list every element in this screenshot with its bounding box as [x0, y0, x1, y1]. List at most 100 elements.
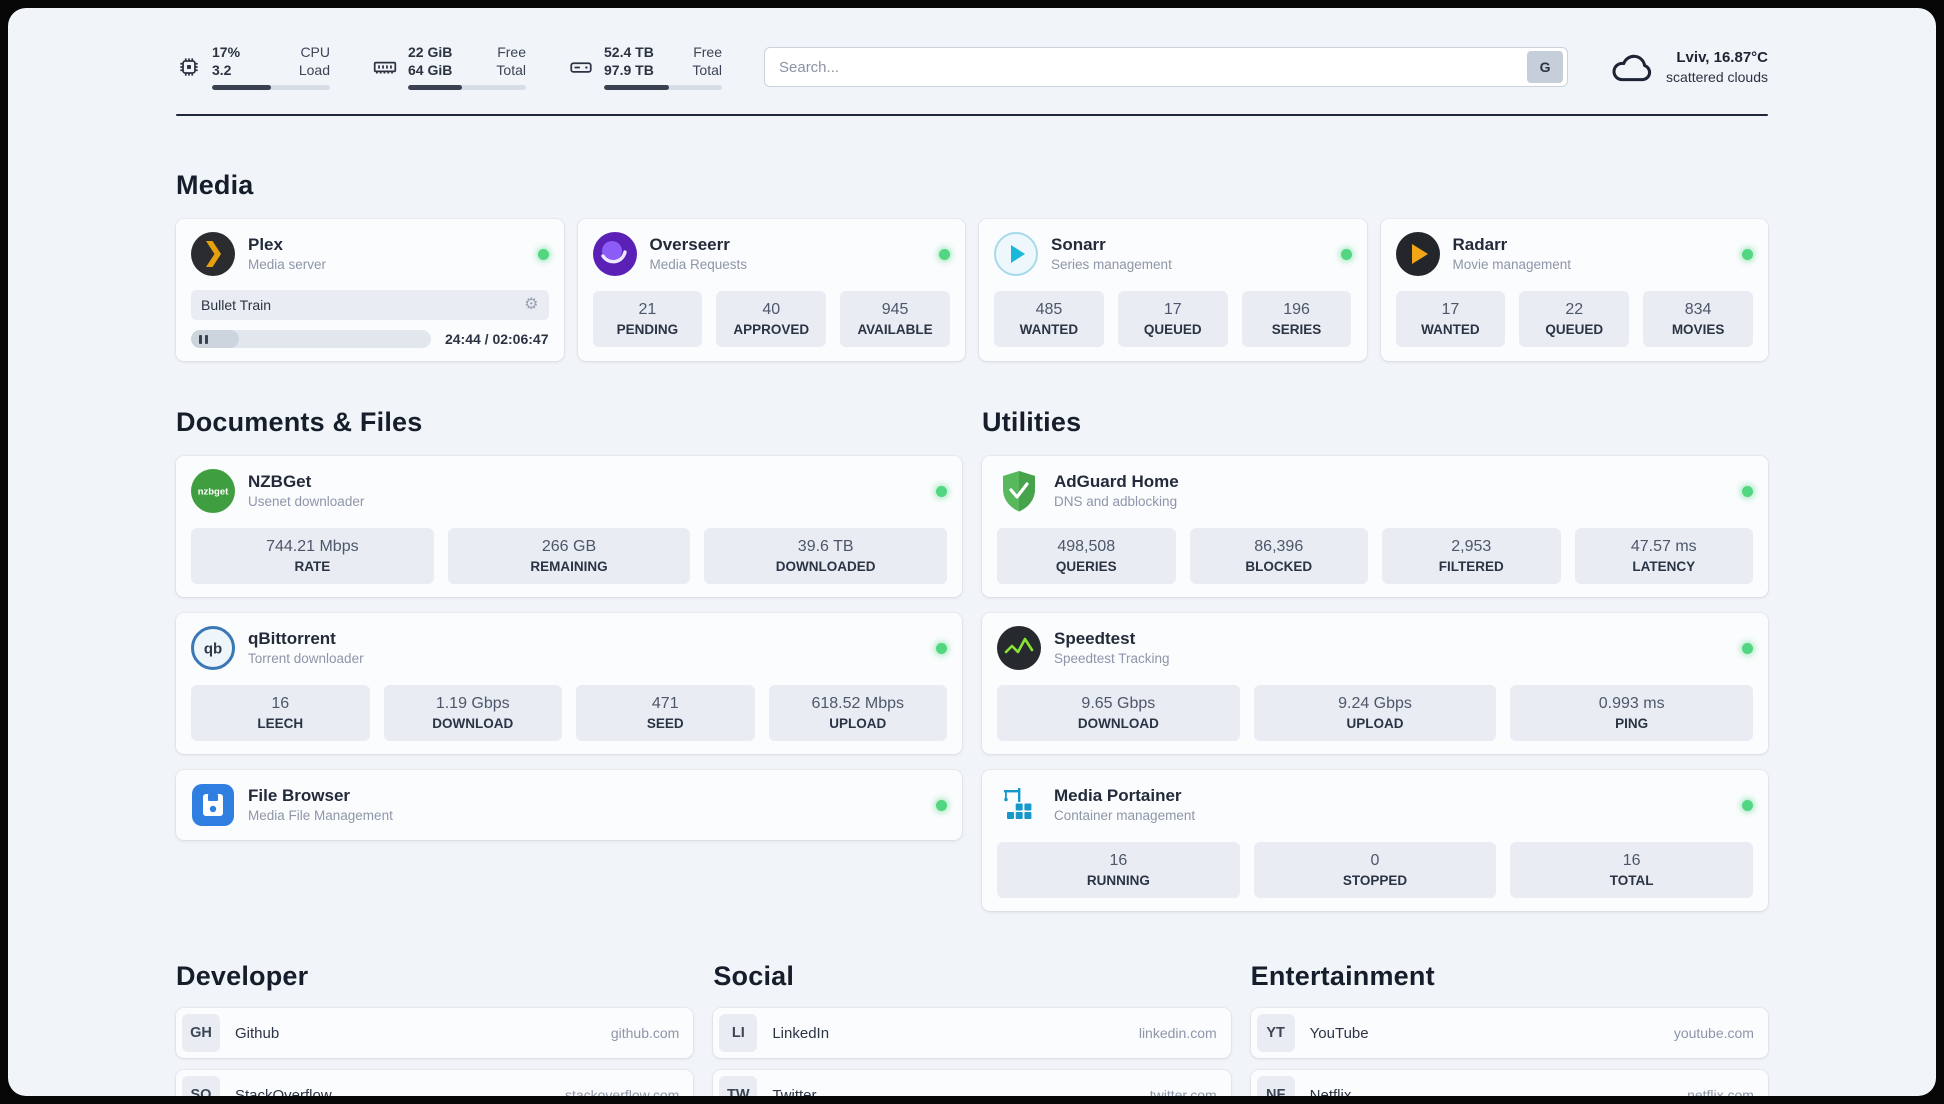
bookmark-name: YouTube [1309, 1024, 1369, 1042]
cloud-icon [1610, 49, 1654, 85]
stat-running: 16 RUNNING [997, 842, 1240, 898]
speedtest-icon [997, 626, 1041, 670]
app-card-portainer[interactable]: Media Portainer Container management 16 … [982, 770, 1768, 911]
bookmark-name: Github [235, 1024, 280, 1042]
playback-progress-track[interactable] [191, 330, 431, 348]
search-bar[interactable]: G [764, 47, 1569, 87]
app-name: Radarr [1452, 235, 1508, 255]
ram-widget: 22 GiB 64 GiB Free Total [372, 44, 526, 90]
app-card-speedtest[interactable]: Speedtest Speedtest Tracking 9.65 Gbps D… [982, 613, 1768, 754]
stat-upload: 9.24 Gbps UPLOAD [1253, 685, 1497, 741]
bookmark-linkedin[interactable]: LI LinkedIn linkedin.com [713, 1008, 1231, 1058]
bookmark-name: StackOverflow [235, 1086, 332, 1097]
weather-condition: scattered clouds [1666, 68, 1768, 85]
app-subtitle: Media server [248, 257, 327, 273]
app-subtitle: Series management [1051, 257, 1172, 273]
stat-download: 1.19 Gbps DOWNLOAD [383, 685, 562, 741]
stat-wanted: 485 WANTED [994, 291, 1104, 347]
bookmark-name: LinkedIn [772, 1024, 830, 1042]
stat-queued: 22 QUEUED [1519, 291, 1630, 347]
app-card-nzbget[interactable]: nzbget NZBGet Usenet downloader 74 [176, 456, 962, 597]
pause-icon [199, 334, 202, 344]
stat-blocked: 86,396 BLOCKED [1189, 528, 1368, 584]
app-card-sonarr[interactable]: Sonarr Series management 485 WANTED 17 Q… [979, 219, 1367, 361]
stat-leech: 16 LEECH [191, 685, 370, 741]
bookmark-name: Netflix [1309, 1086, 1352, 1097]
stat-movies: 834 MOVIES [1643, 291, 1753, 347]
app-card-filebrowser[interactable]: File Browser Media File Management [176, 770, 962, 840]
stat-upload: 618.52 Mbps UPLOAD [768, 685, 947, 741]
nzbget-icon: nzbget [191, 469, 235, 513]
cpu-progress-bar [212, 85, 330, 90]
app-name: Media Portainer [1054, 786, 1182, 806]
app-subtitle: Container management [1054, 808, 1196, 824]
bookmark-name: Twitter [772, 1086, 817, 1097]
now-playing-bar[interactable]: Bullet Train ⚙ [191, 290, 549, 320]
qbittorrent-icon: qb [191, 626, 235, 670]
app-card-overseerr[interactable]: Overseerr Media Requests 21 PENDING 40 A… [577, 219, 965, 361]
app-card-adguard[interactable]: AdGuard Home DNS and adblocking 498,508 … [982, 456, 1768, 597]
utilities-column: Utilities [982, 407, 1768, 911]
bookmark-url: stackoverflow.com [564, 1087, 680, 1096]
bookmark-youtube[interactable]: YT YouTube youtube.com [1250, 1008, 1768, 1058]
app-subtitle: Media Requests [649, 257, 748, 273]
playback-time: 24:44 / 02:06:47 [444, 331, 549, 347]
stat-series: 196 SERIES [1241, 291, 1352, 347]
app-subtitle: Speedtest Tracking [1054, 651, 1170, 667]
weather-widget: Lviv, 16.87°C scattered clouds [1610, 48, 1768, 86]
bookmark-stackoverflow[interactable]: SO StackOverflow stackoverflow.com [176, 1070, 694, 1097]
bookmark-abbr: TW [719, 1076, 758, 1096]
app-card-plex[interactable]: Plex Media server Bullet Train ⚙ [176, 219, 564, 361]
app-name: Speedtest [1054, 629, 1136, 649]
app-card-qbittorrent[interactable]: qb qBittorrent Torrent downloader [176, 613, 962, 754]
app-subtitle: Usenet downloader [248, 494, 365, 510]
entertainment-bookmarks: Entertainment YT YouTube youtube.com NF … [1250, 961, 1768, 1097]
hard-drive-icon [568, 54, 594, 80]
bookmark-abbr: YT [1256, 1014, 1295, 1052]
status-dot [537, 248, 549, 260]
stat-available: 945 AVAILABLE [840, 291, 950, 347]
status-dot [1742, 485, 1753, 497]
cpu-temp-value: 3.2 [212, 61, 232, 78]
app-name: File Browser [248, 786, 351, 806]
app-name: NZBGet [248, 472, 312, 492]
bookmark-netflix[interactable]: NF Netflix netflix.com [1250, 1070, 1768, 1097]
disk-label-2: Total [692, 61, 722, 78]
section-title-social: Social [713, 961, 795, 991]
settings-gear-icon[interactable]: ⚙ [524, 296, 539, 313]
search-input[interactable] [779, 58, 1528, 76]
bookmark-abbr: SO [182, 1076, 220, 1096]
app-card-radarr[interactable]: Radarr Movie management 17 WANTED 22 QUE… [1380, 219, 1768, 361]
stat-rate: 744.21 Mbps RATE [191, 528, 434, 584]
disk-progress-bar [604, 85, 722, 90]
now-playing-title: Bullet Train [201, 297, 272, 313]
status-dot [1340, 248, 1352, 260]
social-bookmarks: Social LI LinkedIn linkedin.com TW Twitt… [713, 961, 1231, 1097]
status-dot [939, 248, 950, 260]
section-title-media: Media [176, 170, 254, 200]
search-engine-button[interactable]: G [1527, 51, 1564, 83]
weather-location: Lviv, 16.87°C [1676, 49, 1768, 67]
bookmark-abbr: NF [1256, 1076, 1295, 1096]
bookmark-abbr: GH [182, 1014, 220, 1052]
section-title-utilities: Utilities [982, 407, 1082, 437]
app-subtitle: Torrent downloader [248, 651, 364, 667]
stat-approved: 40 APPROVED [716, 291, 827, 347]
documents-column: Documents & Files nzbget [176, 407, 962, 911]
disk-free-value: 52.4 TB [604, 44, 654, 60]
portainer-icon [997, 783, 1041, 827]
bookmark-twitter[interactable]: TW Twitter twitter.com [713, 1070, 1231, 1097]
ram-free-value: 22 GiB [408, 44, 453, 60]
stat-seed: 471 SEED [576, 685, 755, 741]
stat-total: 16 TOTAL [1510, 842, 1754, 898]
bookmark-abbr: LI [719, 1014, 758, 1052]
bookmark-github[interactable]: GH Github github.com [176, 1008, 694, 1058]
app-subtitle: Movie management [1452, 257, 1572, 273]
app-subtitle: Media File Management [248, 808, 393, 824]
bookmark-url: youtube.com [1673, 1025, 1754, 1041]
app-subtitle: DNS and adblocking [1054, 494, 1178, 510]
bookmark-url: netflix.com [1687, 1087, 1754, 1096]
header-divider [176, 114, 1768, 116]
cpu-widget: 17% 3.2 CPU Load [176, 44, 330, 90]
bookmark-url: linkedin.com [1138, 1025, 1217, 1041]
